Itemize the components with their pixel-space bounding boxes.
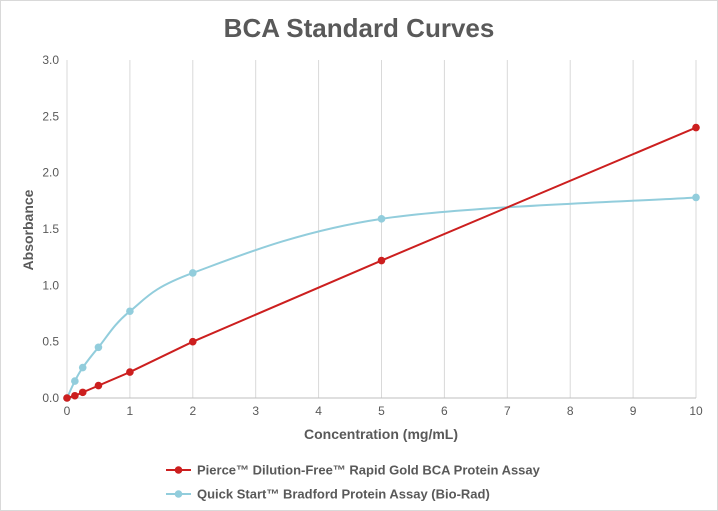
y-tick-label: 3.0 xyxy=(42,53,59,67)
x-tick-label: 6 xyxy=(441,404,448,418)
legend-label-bradford: Quick Start™ Bradford Protein Assay (Bio… xyxy=(197,487,490,502)
y-tick-label: 2.0 xyxy=(42,166,59,180)
y-tick-label: 2.5 xyxy=(42,109,59,123)
data-point-bradford xyxy=(189,269,197,277)
y-tick-label: 1.5 xyxy=(42,222,59,236)
x-tick-label: 0 xyxy=(64,404,71,418)
y-axis-label: Absorbance xyxy=(20,189,36,270)
y-tick-label: 0.5 xyxy=(42,335,59,349)
y-tick-label: 1.0 xyxy=(42,278,59,292)
axes xyxy=(66,60,696,399)
data-point-bca xyxy=(78,388,87,397)
data-point-bca xyxy=(71,391,79,400)
x-tick-label: 4 xyxy=(315,404,322,418)
series-line-bradford xyxy=(66,196,697,399)
data-point-bradford xyxy=(126,307,134,316)
data-point-bca xyxy=(126,368,134,376)
y-tick-label: 0.0 xyxy=(42,391,59,405)
x-tick-label: 5 xyxy=(378,404,385,418)
data-point-bradford xyxy=(71,377,79,385)
x-tick-labels: 0 1 2 3 4 5 6 7 8 9 10 xyxy=(64,404,703,418)
x-tick-label: 7 xyxy=(504,404,511,418)
legend-label-bca: Pierce™ Dilution-Free™ Rapid Gold BCA Pr… xyxy=(197,463,541,478)
chart-title: BCA Standard Curves xyxy=(224,13,495,43)
x-tick-label: 10 xyxy=(689,404,703,418)
x-tick-label: 1 xyxy=(127,404,134,418)
data-point-bca xyxy=(189,337,197,346)
x-tick-label: 2 xyxy=(189,404,196,418)
data-point-bca xyxy=(377,256,386,265)
data-point-bradford xyxy=(692,193,700,202)
x-tick-label: 9 xyxy=(630,404,637,418)
x-tick-label: 3 xyxy=(252,404,259,418)
legend: Pierce™ Dilution-Free™ Rapid Gold BCA Pr… xyxy=(166,463,541,502)
series-group xyxy=(63,123,700,402)
gridlines xyxy=(129,60,697,398)
x-tick-label: 8 xyxy=(567,404,574,418)
data-point-bradford xyxy=(377,215,386,223)
data-point-bradford xyxy=(94,343,103,352)
data-point-bca xyxy=(63,394,71,402)
y-tick-labels: 0.0 0.5 1.0 1.5 2.0 2.5 3.0 xyxy=(42,53,59,405)
legend-marker-bca xyxy=(174,466,183,474)
legend-marker-bradford xyxy=(174,490,183,498)
data-point-bca xyxy=(94,381,103,390)
data-point-bradford xyxy=(78,363,87,372)
x-axis-label: Concentration (mg/mL) xyxy=(304,426,458,442)
data-point-bca xyxy=(692,123,700,132)
